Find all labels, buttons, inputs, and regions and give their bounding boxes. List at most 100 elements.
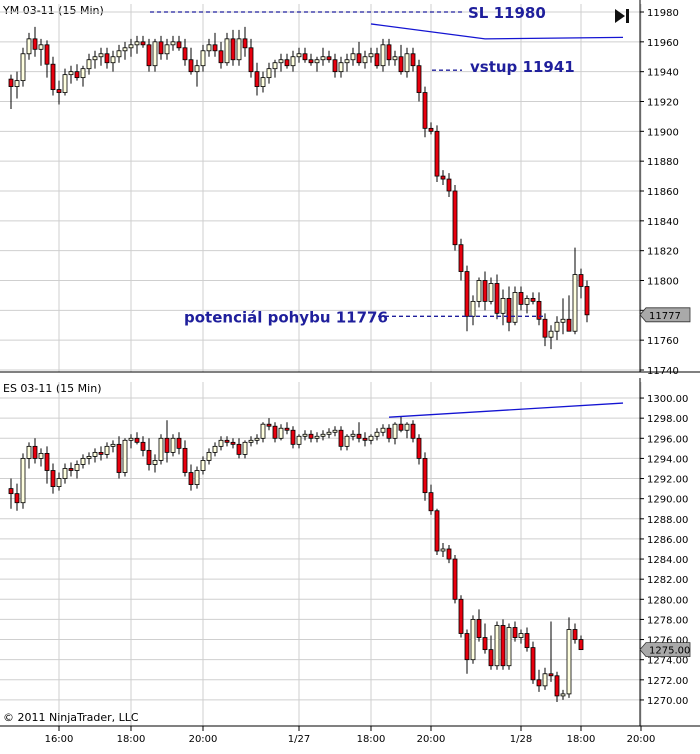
trendline[interactable] xyxy=(370,23,624,40)
candle-body xyxy=(368,435,374,441)
candle-body xyxy=(20,458,26,504)
panel-ym[interactable]: YM 03-11 (15 Min) 11980 11960 11940 11920 11… xyxy=(0,0,700,377)
candle-body xyxy=(20,53,26,82)
candle-body xyxy=(296,53,302,58)
candle-body xyxy=(236,443,242,455)
candle-body xyxy=(344,435,350,447)
candle-body xyxy=(446,178,452,192)
candle-body xyxy=(230,441,236,445)
candle-body xyxy=(440,548,446,552)
y-tick-label: 1278.00 xyxy=(647,615,688,626)
candle-body xyxy=(290,429,296,445)
candle-body xyxy=(398,56,404,73)
entry-label: vstup 11941 xyxy=(470,58,575,76)
play-button[interactable] xyxy=(615,9,629,23)
candle-body xyxy=(56,478,62,488)
x-tick-label: 18:00 xyxy=(567,734,596,745)
candle-body xyxy=(392,423,398,439)
candle-body xyxy=(152,460,158,465)
candle-body xyxy=(272,425,278,439)
candle-body xyxy=(536,300,542,320)
y-tick-label: 1288.00 xyxy=(647,515,688,526)
candle-body xyxy=(548,673,554,677)
candle-body xyxy=(308,59,314,64)
y-tick-label: 1270.00 xyxy=(647,696,688,707)
candle-body xyxy=(140,41,146,46)
candle-body xyxy=(428,127,434,132)
candle-body xyxy=(92,451,98,457)
candle-body xyxy=(56,89,62,93)
y-tick-label: 1292.00 xyxy=(647,475,688,486)
candle-body xyxy=(188,59,194,73)
candle-body xyxy=(398,423,404,431)
candle-body xyxy=(254,437,260,441)
candle-body xyxy=(230,38,236,61)
candle-body xyxy=(242,38,248,49)
x-tick-label: 1/28 xyxy=(510,734,532,745)
candle-body xyxy=(554,321,560,332)
candle-body xyxy=(548,330,554,338)
candle-body xyxy=(92,56,98,61)
candle-body xyxy=(422,92,428,129)
candle-body xyxy=(566,318,572,332)
x-tick-label: 1/27 xyxy=(288,734,310,745)
candle-body xyxy=(506,297,512,323)
candle-body xyxy=(314,59,320,64)
candle-body xyxy=(14,493,20,504)
candle-body xyxy=(332,429,338,433)
candle-body xyxy=(542,318,548,338)
candle-body xyxy=(356,433,362,439)
panel-es-title: ES 03-11 (15 Min) xyxy=(3,382,101,395)
candle-body xyxy=(176,41,182,49)
candle-body xyxy=(212,445,218,453)
candle-body xyxy=(338,62,344,73)
y-tick-label: 11820 xyxy=(647,247,679,258)
candle-body xyxy=(206,44,212,52)
y-tick-label: 11940 xyxy=(647,68,679,79)
candle-body xyxy=(86,59,92,70)
candle-body xyxy=(122,439,128,473)
candle-body xyxy=(386,44,392,61)
trendline[interactable] xyxy=(388,402,624,418)
candle-body xyxy=(284,427,290,431)
candle-body xyxy=(434,130,440,177)
candle-body xyxy=(98,53,104,58)
target-label: potenciál pohybu 11776 xyxy=(184,308,388,326)
candle-body xyxy=(188,472,194,485)
x-tick-label: 18:00 xyxy=(357,734,386,745)
candle-body xyxy=(128,44,134,49)
candle-body xyxy=(266,423,272,427)
y-tick-label: 1280.00 xyxy=(647,595,688,606)
candle-body xyxy=(146,449,152,465)
candle-body xyxy=(62,468,68,479)
candle-body xyxy=(350,53,356,61)
y-tick-label: 11960 xyxy=(647,38,679,49)
candle-body xyxy=(476,619,482,638)
candle-body xyxy=(200,460,206,471)
candle-body xyxy=(98,451,104,455)
candle-body xyxy=(218,439,224,447)
candle-body xyxy=(416,65,422,93)
panel-es[interactable]: ES 03-11 (15 Min) 1300.00 1298.00 1296.00 1… xyxy=(0,378,700,727)
candle-body xyxy=(464,633,470,661)
y-tick-label: 1290.00 xyxy=(647,495,688,506)
candle-body xyxy=(422,458,428,494)
play-end-bar-icon xyxy=(626,9,629,23)
y-tick-label: 11900 xyxy=(647,127,679,138)
candle-body xyxy=(260,423,266,439)
candle-body xyxy=(134,437,140,443)
candle-body xyxy=(266,68,272,79)
candle-body xyxy=(32,445,38,459)
candle-body xyxy=(500,297,506,314)
candle-body xyxy=(74,71,80,79)
candle-body xyxy=(194,65,200,73)
candle-body xyxy=(350,433,356,437)
copyright-text: © 2011 NinjaTrader, LLC xyxy=(3,711,139,724)
candle-body xyxy=(320,56,326,61)
candle-body xyxy=(416,437,422,459)
candle-body xyxy=(338,429,344,447)
candle-body xyxy=(302,433,308,437)
candle-body xyxy=(200,50,206,67)
candle-body xyxy=(572,274,578,332)
